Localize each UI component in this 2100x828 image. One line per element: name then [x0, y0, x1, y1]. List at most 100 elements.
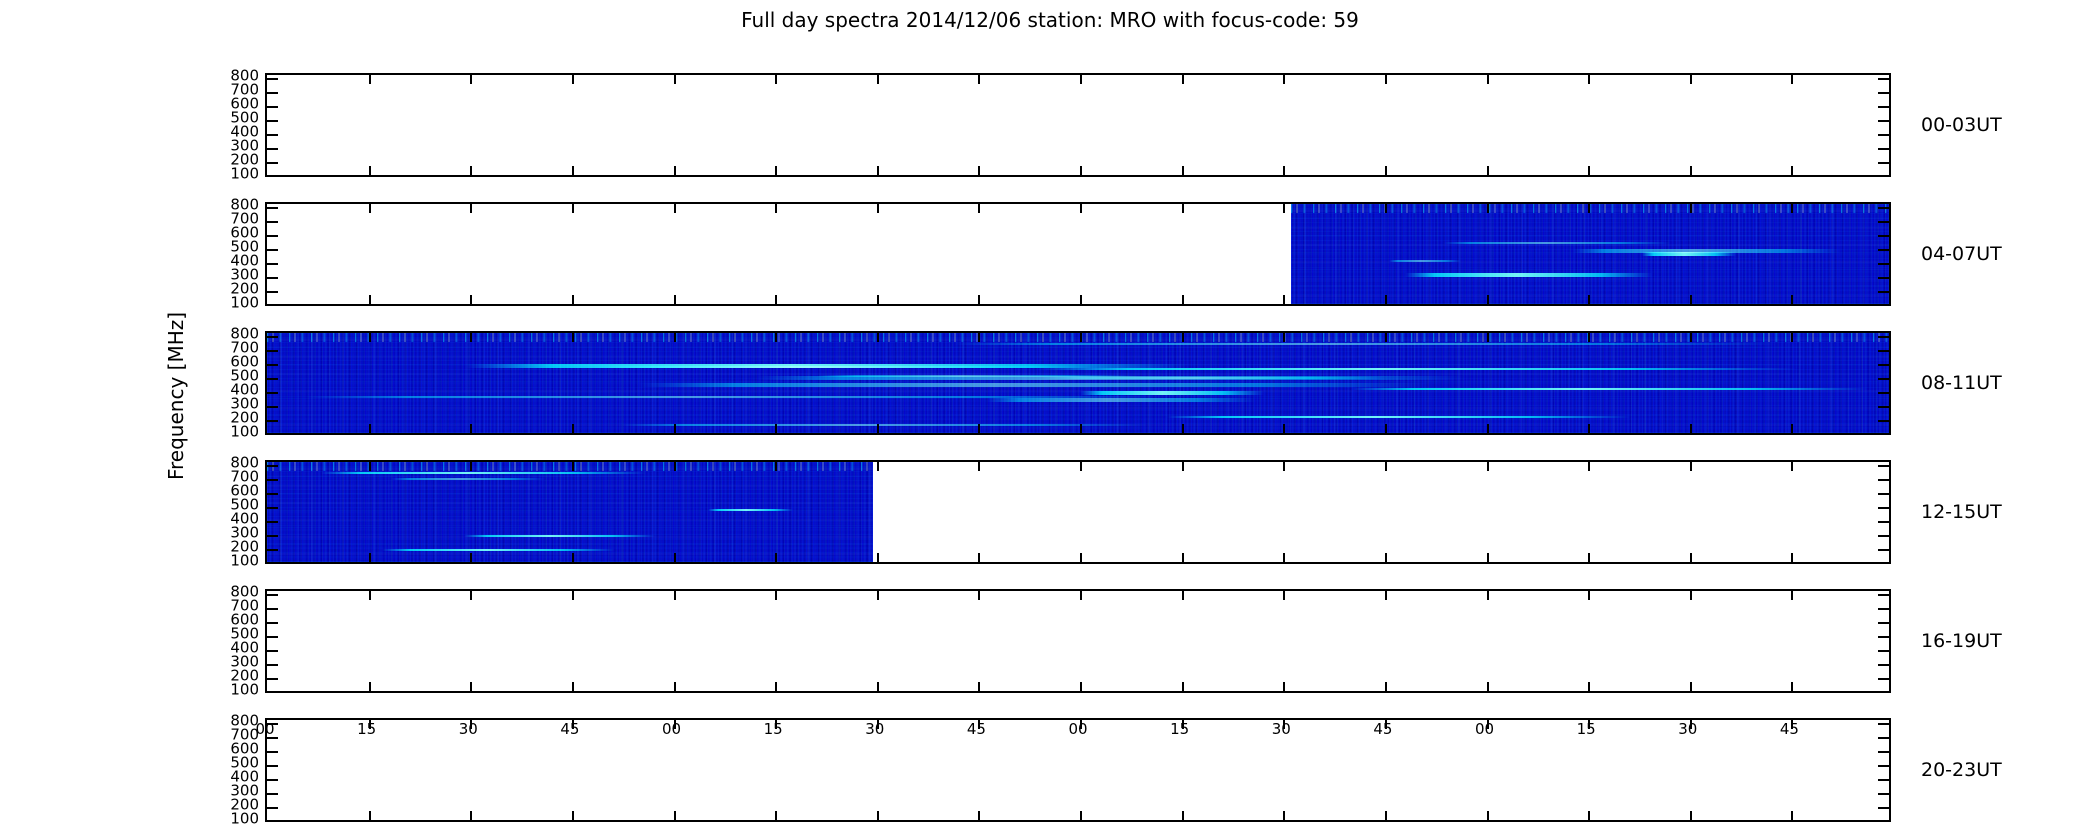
y-tick-label-column: 800 700 600 500 400 300 200 100 [196, 455, 262, 569]
x-tick-label: 30 [865, 720, 885, 738]
x-tick [673, 720, 676, 729]
x-tick [876, 333, 879, 342]
panel-time-label-08-11ut: 08-11UT [1921, 372, 2002, 394]
y-tick-label: 100 [230, 680, 259, 699]
x-tick [368, 424, 371, 433]
x-tick [1486, 462, 1489, 471]
x-tick [1486, 591, 1489, 600]
y-tick-label: 200 [230, 666, 259, 685]
x-tick [1689, 591, 1692, 600]
emission-line [382, 548, 615, 551]
x-tick [1486, 720, 1489, 729]
x-tick [978, 424, 981, 433]
x-tick-labels: 00 15 30 45 00 15 30 45 00 15 30 45 00 15 30 45 [255, 720, 1891, 746]
x-tick [775, 553, 778, 562]
y-tick-label: 800 [230, 582, 259, 601]
panel-time-label-04-07ut: 04-07UT [1921, 243, 2002, 265]
x-tick [1080, 75, 1082, 84]
x-tick [571, 682, 574, 691]
x-tick [673, 553, 676, 562]
y-tick [267, 392, 278, 395]
y-tick-label: 100 [230, 551, 259, 570]
y-tick [267, 220, 278, 223]
emission-line [953, 342, 1776, 345]
x-tick [368, 462, 371, 471]
x-tick-label: 00 [661, 720, 682, 738]
y-tick [267, 793, 278, 796]
emission-line [1079, 391, 1265, 396]
y-tick-label: 700 [230, 467, 259, 486]
y-tick-label: 100 [230, 293, 259, 312]
x-tick [1689, 811, 1692, 820]
y-tick [1878, 406, 1889, 409]
y-tick [267, 764, 278, 767]
panel-time-label-00-03ut: 00-03UT [1921, 114, 2002, 136]
x-tick-label: 45 [560, 720, 580, 738]
x-tick [571, 75, 574, 84]
x-tick [1689, 333, 1692, 342]
x-tick [1283, 75, 1286, 84]
y-tick-label-column: 800 700 600 500 400 300 200 100 [196, 326, 262, 440]
x-tick [775, 462, 778, 471]
x-tick [1181, 553, 1184, 562]
y-tick [1878, 335, 1889, 338]
emission-line [464, 535, 656, 538]
x-tick [673, 811, 676, 820]
x-tick [368, 204, 371, 213]
y-tick-label: 200 [230, 795, 259, 814]
x-tick [673, 591, 676, 600]
y-tick [1878, 722, 1889, 725]
x-tick [368, 811, 371, 820]
y-tick-label: 700 [230, 725, 259, 744]
y-tick [1878, 91, 1889, 94]
x-tick [1588, 553, 1591, 562]
y-tick [1878, 77, 1889, 80]
y-tick-label-column: 800 700 600 500 400 300 200 100 [196, 713, 262, 827]
x-tick [571, 811, 574, 820]
y-tick [267, 678, 278, 681]
x-tick [1384, 166, 1387, 175]
x-tick [876, 75, 879, 84]
x-tick [1791, 811, 1794, 820]
y-tick [1878, 206, 1889, 209]
x-tick [876, 424, 879, 433]
x-tick [571, 591, 574, 600]
x-tick [775, 166, 778, 175]
x-tick [1283, 553, 1286, 562]
spectrogram-panel-12-15ut [265, 460, 1891, 564]
panel-time-label-20-23ut: 20-23UT [1921, 759, 2002, 781]
y-tick-label: 300 [230, 523, 259, 542]
y-tick-label: 400 [230, 251, 259, 270]
y-tick [267, 263, 278, 266]
panel-plot-area [267, 333, 1889, 433]
x-tick [775, 424, 778, 433]
x-tick [470, 333, 473, 342]
x-tick [1588, 166, 1591, 175]
x-tick [1486, 295, 1489, 304]
x-tick [1791, 591, 1794, 600]
x-tick [1384, 75, 1387, 84]
y-tick-label: 200 [230, 279, 259, 298]
x-tick [1384, 682, 1387, 691]
x-tick [1181, 720, 1184, 729]
x-tick [775, 682, 778, 691]
x-tick [1384, 720, 1387, 729]
y-tick [1878, 750, 1889, 753]
y-tick [267, 377, 278, 380]
x-tick [876, 295, 879, 304]
panel-plot-area [267, 75, 1889, 175]
y-tick [1878, 162, 1889, 165]
x-tick [1080, 591, 1082, 600]
x-tick [1486, 682, 1489, 691]
y-tick-label: 400 [230, 638, 259, 657]
rfi-top-band [267, 333, 1889, 342]
y-tick [1878, 363, 1889, 366]
emission-line [592, 366, 1088, 369]
y-tick-label: 700 [230, 80, 259, 99]
emission-line [1641, 252, 1736, 257]
x-tick [673, 75, 676, 84]
x-tick [470, 591, 473, 600]
x-tick-label: 00 [255, 720, 275, 738]
y-tick-label: 300 [230, 394, 259, 413]
rfi-top-band [267, 462, 874, 471]
